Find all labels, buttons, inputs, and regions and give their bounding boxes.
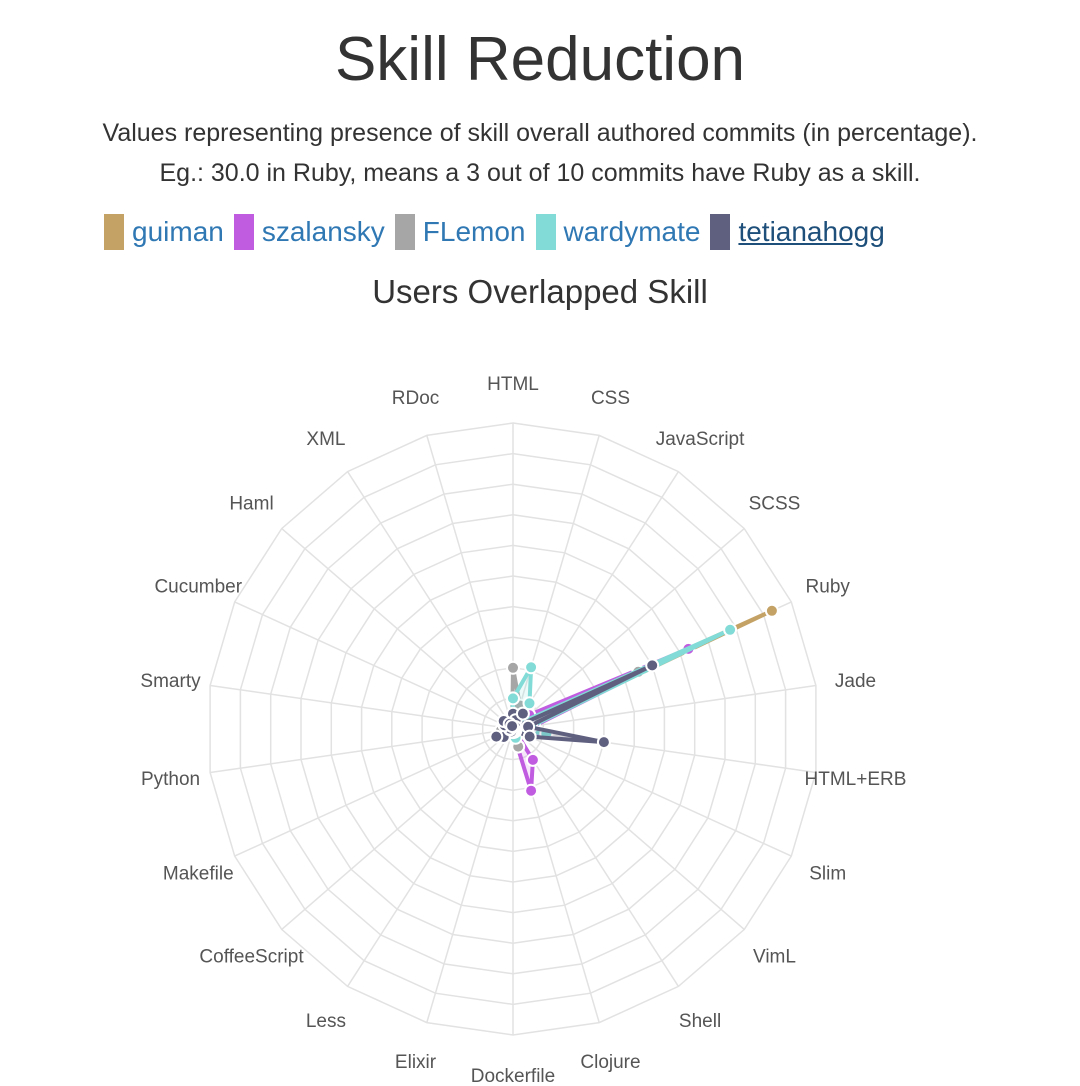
- legend-label: szalansky: [261, 216, 385, 247]
- data-point-tetianahogg: [515, 706, 530, 721]
- axis-spoke: [426, 728, 514, 1023]
- data-point-wardymate: [522, 696, 537, 711]
- data-point-tetianahogg: [596, 735, 611, 750]
- axis-spoke: [281, 728, 514, 930]
- data-point-tetianahogg: [489, 729, 504, 744]
- description-line-1: Values representing presence of skill ov…: [102, 119, 978, 147]
- axis-spoke: [210, 728, 514, 774]
- data-point-wardymate: [723, 622, 738, 637]
- axis-label: Haml: [229, 493, 273, 514]
- axis-label: CSS: [591, 388, 630, 409]
- data-point-wardymate: [524, 660, 539, 675]
- data-point-tetianahogg: [645, 658, 660, 673]
- axis-label: Shell: [679, 1011, 721, 1032]
- legend-label: tetianahogg: [738, 216, 885, 247]
- legend-item-tetianahogg[interactable]: tetianahogg: [710, 214, 885, 250]
- chart-title: Users Overlapped Skill: [372, 273, 708, 310]
- axis-spoke: [512, 471, 680, 730]
- axis-label: Dockerfile: [471, 1066, 555, 1086]
- legend-swatch: [535, 214, 556, 250]
- axis-spoke: [234, 601, 514, 730]
- axis-label: JavaScript: [656, 429, 745, 450]
- axis-spoke: [512, 684, 816, 730]
- axis-spoke: [512, 728, 745, 930]
- axis-spoke: [210, 684, 514, 730]
- axis-label: RDoc: [392, 388, 440, 409]
- axis-label: Makefile: [163, 864, 234, 885]
- axis-spoke: [234, 728, 514, 857]
- axis-label: Jade: [835, 671, 876, 692]
- legend-swatch: [394, 214, 415, 250]
- axis-label: HTML: [487, 374, 539, 395]
- radar-chart: HTML CSS JavaScript SCSS Ruby Jade HTML+ERB Sli…: [140, 374, 907, 1086]
- axis-spoke: [426, 435, 514, 730]
- legend-swatch: [710, 214, 731, 250]
- axis-label: Clojure: [580, 1052, 640, 1073]
- axis-label: Less: [306, 1011, 346, 1032]
- axis-label: VimL: [753, 947, 796, 968]
- axis-spoke: [512, 435, 600, 730]
- axis-label: Smarty: [140, 671, 201, 692]
- legend-item-guiman[interactable]: guiman: [104, 214, 224, 250]
- legend-swatch: [104, 214, 124, 250]
- axis-spoke: [512, 728, 816, 774]
- axis-label: Ruby: [806, 576, 851, 597]
- axis-label: Cucumber: [154, 576, 242, 597]
- legend-item-wardymate[interactable]: wardymate: [535, 214, 701, 250]
- axis-label: Slim: [809, 864, 846, 885]
- axis-label: Elixir: [395, 1052, 437, 1073]
- axis-spoke: [346, 471, 514, 730]
- axis-spoke: [512, 728, 680, 987]
- axis-spoke: [512, 528, 745, 730]
- axis-spoke: [281, 528, 514, 730]
- legend: guiman szalansky FLemon wardymate tetian…: [104, 210, 895, 254]
- axis-label: XML: [306, 429, 345, 450]
- data-point-guiman: [764, 603, 779, 618]
- page-title: Skill Reduction: [334, 25, 746, 94]
- legend-item-flemon[interactable]: FLemon: [394, 214, 526, 250]
- data-point-wardymate: [506, 691, 520, 706]
- data-point-szalansky: [524, 783, 539, 798]
- data-point-tetianahogg: [522, 729, 537, 744]
- axis-label: HTML+ERB: [805, 769, 907, 790]
- legend-swatch: [233, 214, 254, 250]
- axis-spoke: [346, 728, 514, 987]
- legend-label: FLemon: [422, 216, 526, 247]
- description-line-2: Eg.: 30.0 in Ruby, means a 3 out of 10 c…: [159, 159, 921, 187]
- data-point-szalansky: [525, 752, 540, 767]
- data-point-FLemon: [506, 660, 520, 675]
- legend-item-szalansky[interactable]: szalansky: [233, 214, 385, 250]
- axis-spoke: [512, 728, 792, 857]
- axis-label: Python: [141, 769, 200, 790]
- legend-label: guiman: [132, 216, 224, 247]
- axis-label: CoffeeScript: [199, 947, 304, 968]
- data-point-tetianahogg: [505, 719, 520, 734]
- axis-label: SCSS: [749, 493, 801, 514]
- legend-label: wardymate: [563, 216, 701, 247]
